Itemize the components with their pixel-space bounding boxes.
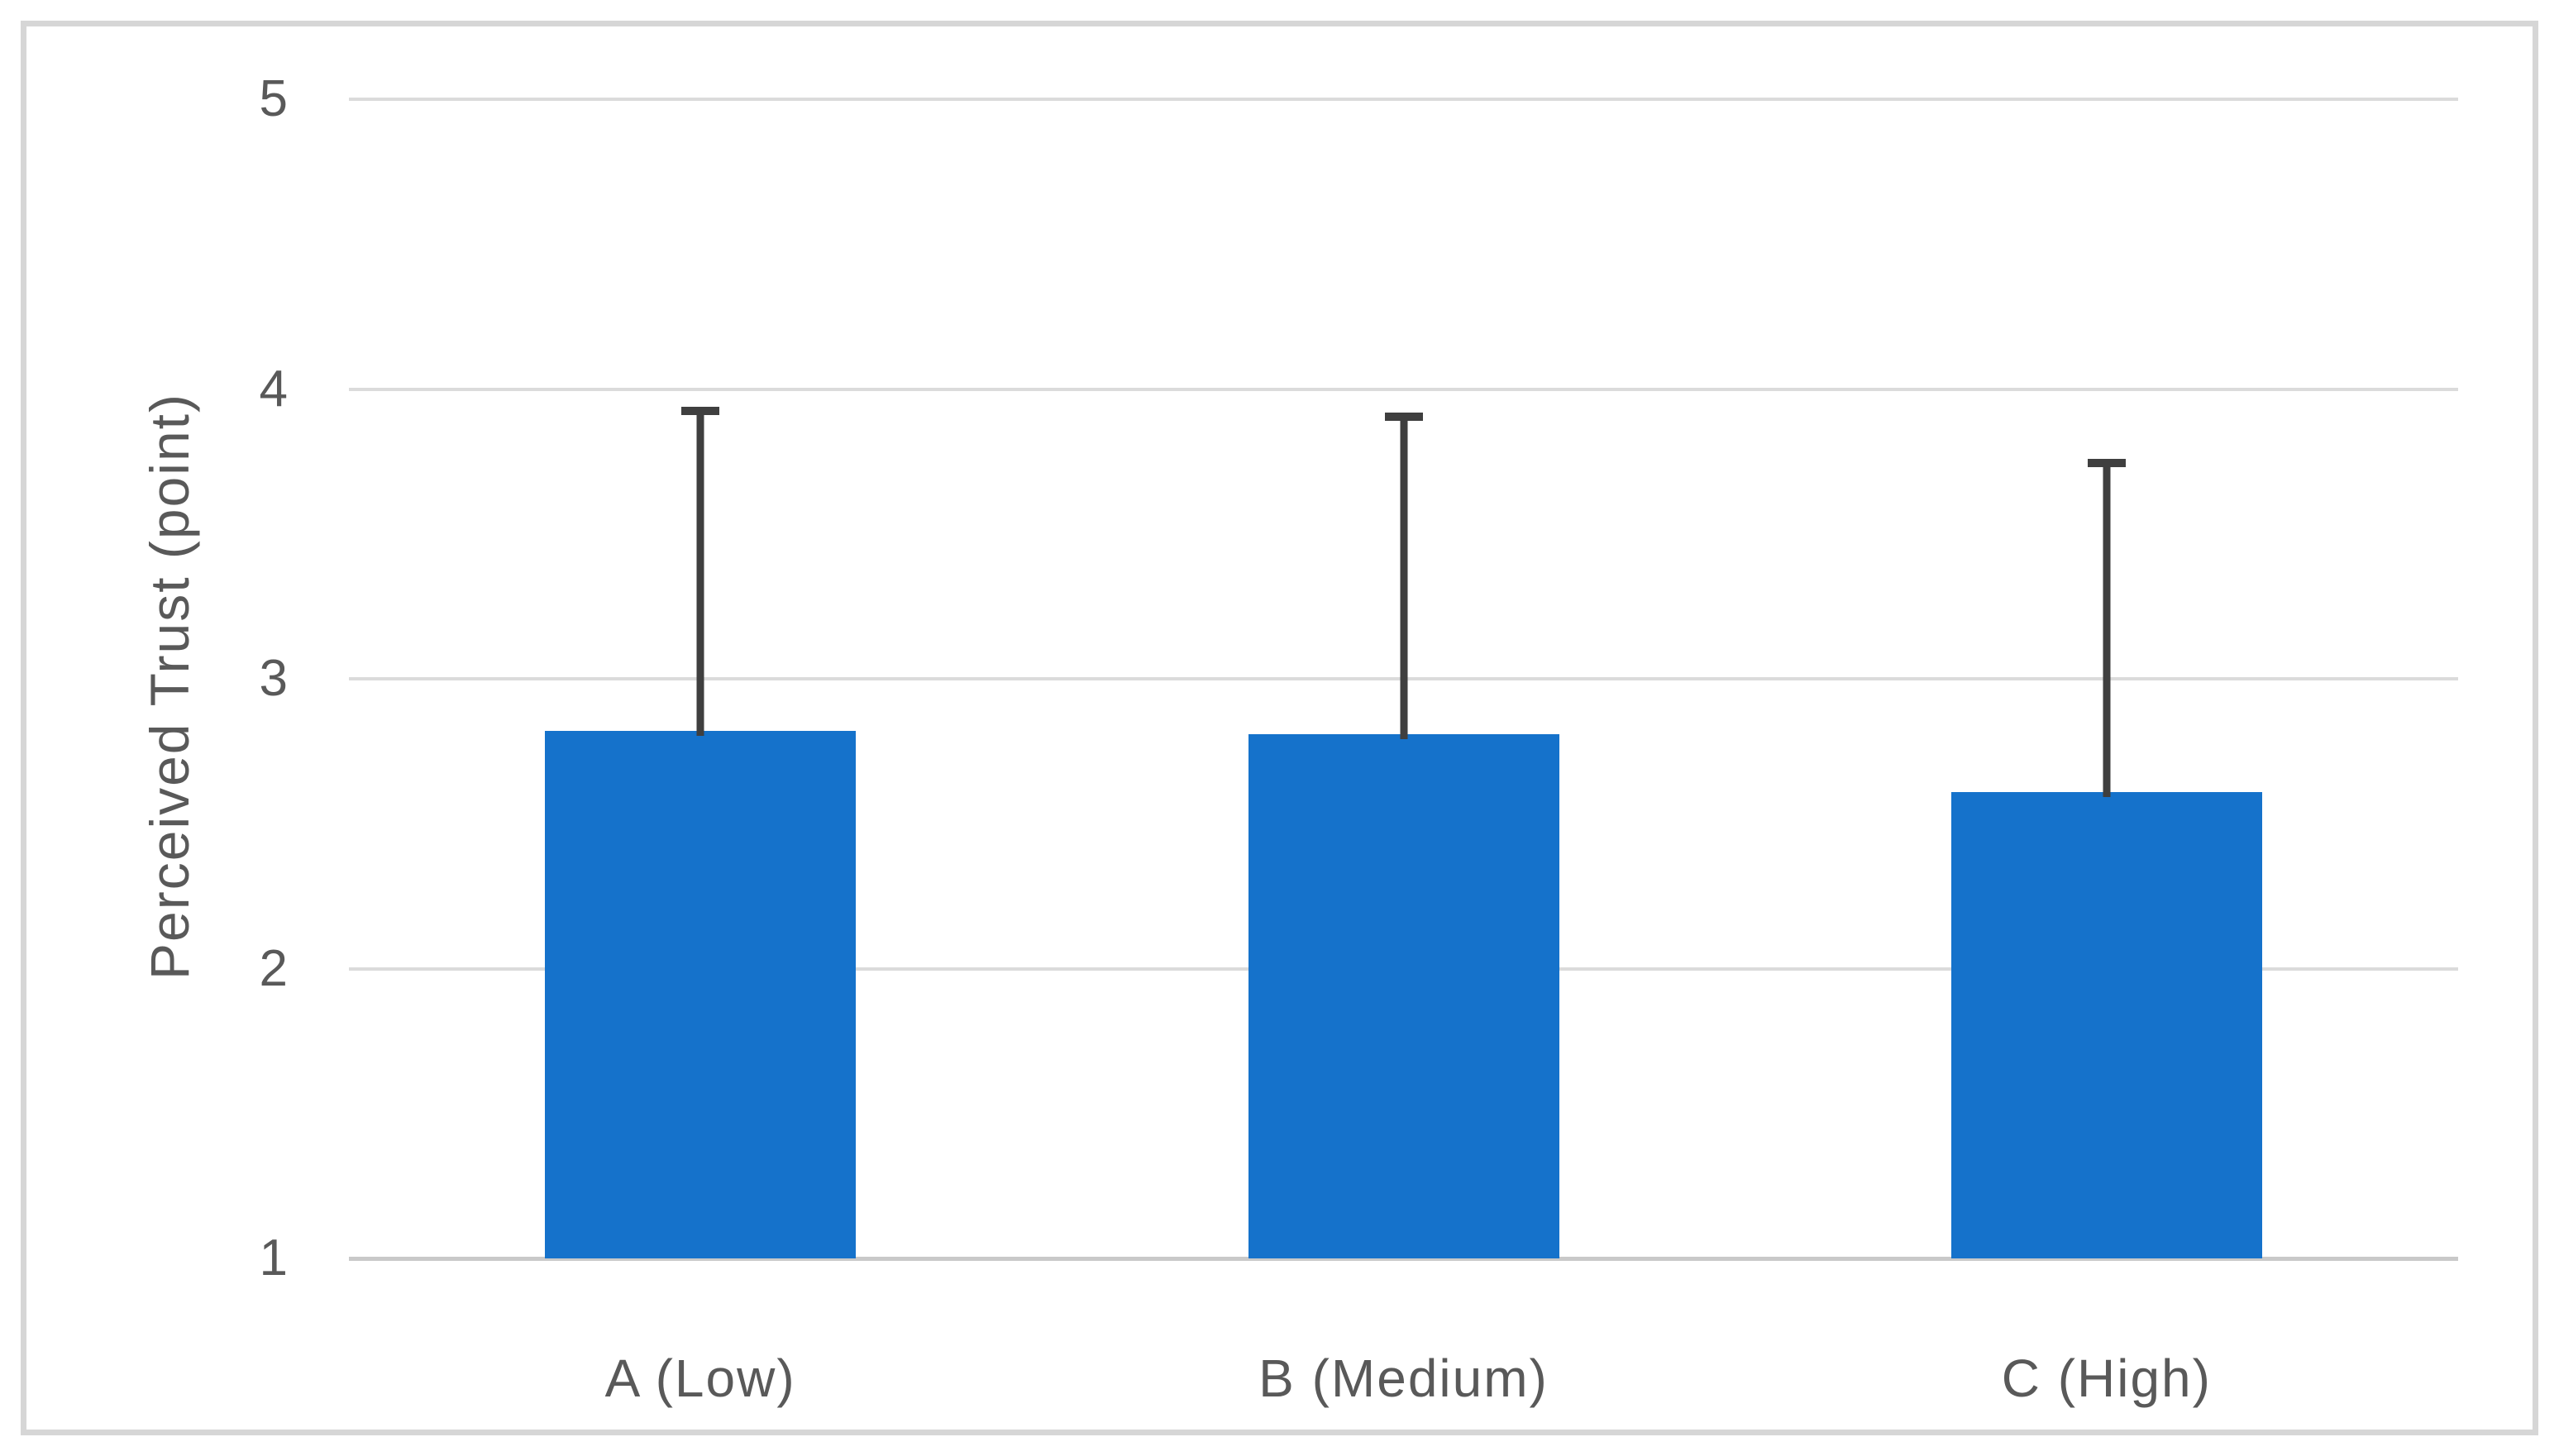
error-bar <box>2087 458 2126 797</box>
gridline <box>349 98 2458 101</box>
x-axis-line <box>349 1257 2458 1261</box>
bar <box>545 731 857 1258</box>
bar <box>1950 791 2262 1258</box>
error-bar-cap <box>1384 412 1423 421</box>
error-bar <box>1384 412 1423 739</box>
gridline <box>349 387 2458 391</box>
x-category-label: B (Medium) <box>1258 1349 1549 1408</box>
x-axis-labels: A (Low) B (Medium) C (High) <box>349 1333 2458 1432</box>
plot-area <box>349 98 2458 1261</box>
error-bar-line <box>2103 458 2111 797</box>
x-category-label: C (High) <box>2001 1349 2212 1408</box>
error-bar-line <box>696 406 704 737</box>
error-bar-line <box>1400 412 1407 739</box>
x-category-label: A (Low) <box>604 1349 796 1408</box>
error-bar <box>681 406 720 737</box>
bar <box>1248 733 1559 1258</box>
error-bar-cap <box>2087 458 2126 467</box>
error-bar-cap <box>681 406 720 415</box>
